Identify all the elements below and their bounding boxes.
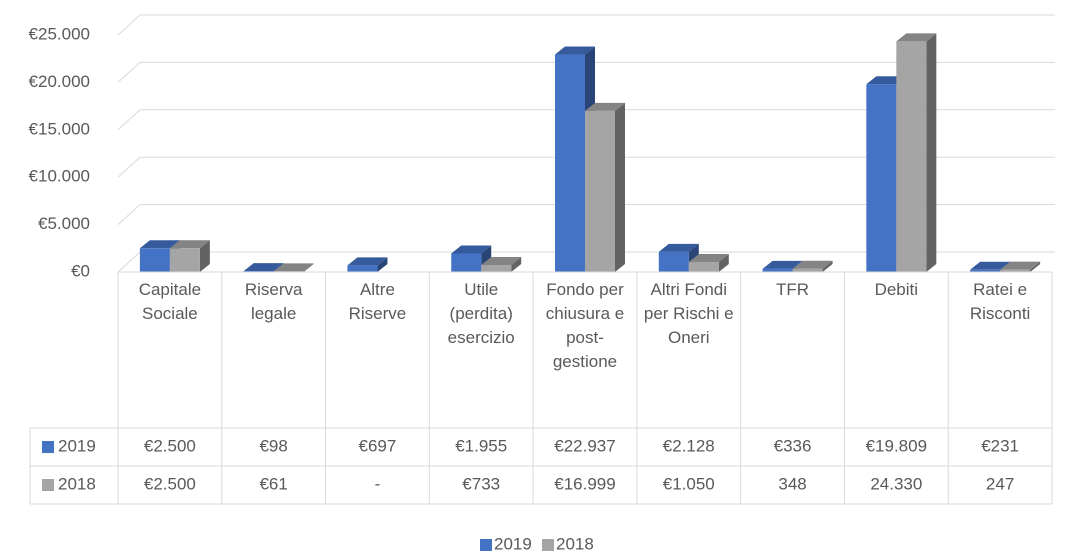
bar-top bbox=[243, 263, 284, 272]
category-label: Debiti bbox=[874, 280, 919, 299]
bar-front bbox=[866, 84, 897, 272]
table-series-name: 2019 bbox=[58, 436, 96, 455]
y-tick-label: €25.000 bbox=[29, 24, 90, 43]
bar-top bbox=[481, 257, 522, 266]
bar-front bbox=[139, 248, 170, 272]
table-series-name: 2018 bbox=[58, 474, 96, 493]
bar-top bbox=[970, 261, 1011, 270]
bar-front bbox=[792, 268, 823, 272]
bar-top bbox=[451, 245, 492, 254]
table-value: €231 bbox=[981, 436, 1019, 455]
bar-side bbox=[511, 257, 522, 272]
bar bbox=[1000, 261, 1041, 272]
bar-side bbox=[926, 33, 937, 273]
table-value: €22.937 bbox=[554, 436, 615, 455]
bar-front bbox=[970, 269, 1001, 272]
bar-top bbox=[139, 240, 180, 249]
table-value: €2.500 bbox=[144, 436, 196, 455]
table-value: €19.809 bbox=[866, 436, 927, 455]
bar-side bbox=[377, 257, 388, 272]
bar bbox=[896, 33, 937, 273]
grid-line bbox=[117, 204, 1055, 225]
bar-front bbox=[658, 251, 689, 272]
table-value: 247 bbox=[986, 474, 1014, 493]
category-label: Utile (perdita) esercizio bbox=[447, 280, 515, 347]
legend-key bbox=[480, 539, 492, 551]
table-value: €2.128 bbox=[663, 436, 715, 455]
bar bbox=[347, 257, 388, 272]
legend-label: 2018 bbox=[556, 534, 594, 553]
bar bbox=[688, 254, 729, 272]
grid-line bbox=[117, 61, 1055, 83]
y-tick-label: €20.000 bbox=[29, 72, 90, 91]
bar-side bbox=[199, 240, 210, 272]
bar-top bbox=[792, 260, 833, 269]
bar-top bbox=[169, 240, 210, 249]
bar-side bbox=[718, 254, 729, 272]
category-label: Capitale Sociale bbox=[138, 280, 202, 323]
bar bbox=[792, 260, 833, 272]
table-value: €336 bbox=[774, 436, 812, 455]
table-value: €16.999 bbox=[554, 474, 615, 493]
table-value: €1.955 bbox=[455, 436, 507, 455]
table-value: - bbox=[375, 474, 381, 493]
table-value: 348 bbox=[778, 474, 806, 493]
bar-top bbox=[347, 257, 388, 266]
category-label: Ratei e Risconti bbox=[969, 280, 1031, 323]
category-label: Altre Riserve bbox=[348, 280, 407, 323]
bar-top bbox=[688, 254, 729, 263]
table-legend-key bbox=[42, 479, 54, 491]
bar-top bbox=[555, 46, 595, 55]
legend-key bbox=[542, 539, 554, 551]
bar-side bbox=[303, 263, 314, 272]
bar-front bbox=[762, 268, 793, 272]
bar-front bbox=[585, 110, 615, 272]
bar-front bbox=[451, 253, 482, 272]
bar-top bbox=[896, 33, 937, 42]
table-value: €697 bbox=[359, 436, 397, 455]
category-label: Altri Fondi per Rischi e Oneri bbox=[643, 280, 734, 347]
table-legend-key bbox=[42, 441, 54, 453]
bar-front bbox=[896, 41, 927, 273]
category-label: TFR bbox=[776, 280, 810, 299]
bar-front bbox=[688, 262, 719, 272]
bar-top bbox=[762, 260, 803, 269]
table-value: €1.050 bbox=[663, 474, 715, 493]
category-label: Fondo per chiusura e post-gestione bbox=[545, 280, 625, 371]
bar-top bbox=[658, 243, 699, 252]
y-tick-label: €0 bbox=[71, 261, 90, 280]
category-label: Riserva legale bbox=[244, 280, 303, 323]
y-tick-label: €5.000 bbox=[38, 214, 90, 233]
grid-line bbox=[117, 14, 1055, 36]
bar-top bbox=[585, 102, 625, 111]
legend-label: 2019 bbox=[494, 534, 532, 553]
grid-line bbox=[117, 156, 1055, 178]
bar-front bbox=[481, 265, 512, 272]
grid-line bbox=[117, 109, 1055, 131]
bar-side bbox=[822, 260, 833, 272]
table-value: €98 bbox=[259, 436, 287, 455]
bar bbox=[585, 102, 625, 272]
bar-front bbox=[1000, 269, 1031, 272]
y-tick-label: €15.000 bbox=[29, 119, 90, 138]
table-value: €733 bbox=[462, 474, 500, 493]
bar-top bbox=[1000, 261, 1041, 270]
bar-front bbox=[347, 265, 378, 272]
bar bbox=[481, 257, 522, 272]
bar-front bbox=[169, 248, 200, 272]
bar-top bbox=[273, 263, 314, 272]
bar-front bbox=[555, 54, 585, 273]
bar bbox=[169, 240, 210, 272]
table-value: 24.330 bbox=[870, 474, 922, 493]
bar-side bbox=[1030, 261, 1041, 272]
table-value: €61 bbox=[259, 474, 287, 493]
y-tick-label: €10.000 bbox=[29, 167, 90, 186]
bar-side bbox=[615, 102, 625, 272]
table-value: €2.500 bbox=[144, 474, 196, 493]
